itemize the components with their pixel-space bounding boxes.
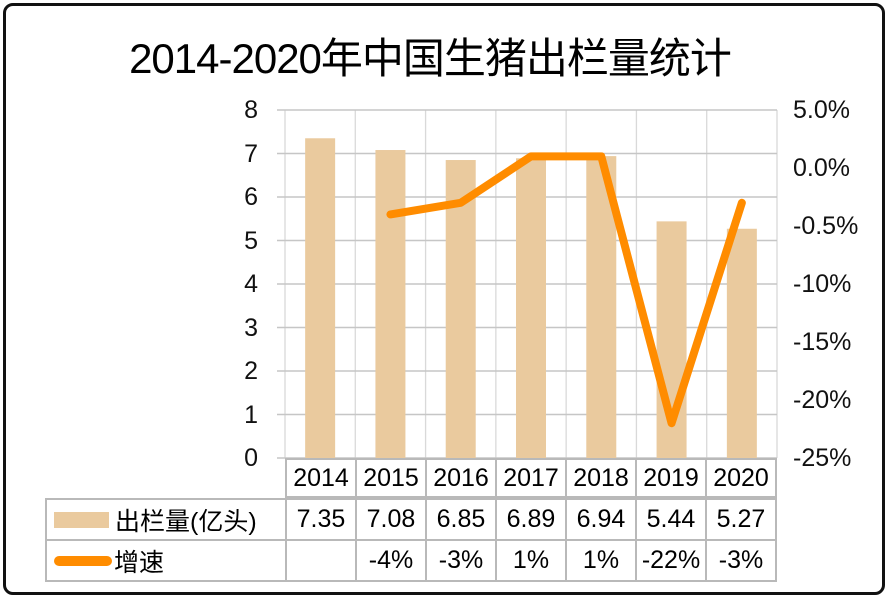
legend-cell: 增速 [47, 541, 285, 580]
value-cell: 5.27 [705, 500, 775, 539]
bar-2015 [375, 150, 406, 458]
right-axis-tick-0.0%: 0.0% [793, 154, 850, 182]
year-header-cell-2016: 2016 [425, 460, 495, 496]
value-cell: 7.35 [285, 500, 355, 539]
value-cell: 6.94 [565, 500, 635, 539]
value-cell: -22% [635, 541, 705, 580]
bar-swatch [54, 511, 109, 528]
value-cell: 6.89 [495, 500, 565, 539]
value-cell: 1% [495, 541, 565, 580]
year-header-cell-2020: 2020 [705, 460, 775, 496]
left-axis-tick-6: 6 [244, 183, 258, 211]
right-axis-tick--25%: -25% [793, 444, 852, 472]
bar-2017 [516, 158, 546, 458]
right-axis-tick--10%: -10% [793, 270, 852, 298]
left-axis-tick-1: 1 [244, 400, 258, 429]
year-header-cell-2014: 2014 [287, 460, 355, 496]
year-header-cell-2019: 2019 [635, 460, 705, 496]
table-year-header-row: 2014 2015 2016 2017 2018 2019 2020 [285, 458, 777, 498]
left-axis-tick-5: 5 [244, 226, 258, 255]
value-cell: 6.85 [425, 500, 495, 539]
line-swatch [54, 555, 112, 566]
value-cell: -3% [425, 541, 495, 580]
left-axis-tick-4: 4 [244, 270, 258, 298]
legend-cell: 出栏量(亿头) [47, 500, 285, 539]
value-cell: 1% [565, 541, 635, 580]
data-table: 出栏量(亿头) 7.35 7.08 6.85 6.89 6.94 5.44 5.27 增速 -4%… [45, 498, 777, 582]
year-header-cell-2018: 2018 [565, 460, 635, 496]
table-row: 增速 -4% -3% 1% 1% -22% -3% [47, 539, 775, 580]
value-cell: -3% [705, 541, 775, 580]
growth-line [386, 152, 746, 428]
table-row: 出栏量(亿头) 7.35 7.08 6.85 6.89 6.94 5.44 5.27 [47, 500, 775, 539]
value-cell: -4% [355, 541, 425, 580]
left-axis-tick-3: 3 [244, 313, 258, 342]
left-axis-tick-8: 8 [244, 96, 258, 124]
right-axis-tick--0.5%: -0.5% [793, 212, 859, 240]
right-axis-tick--20%: -20% [793, 386, 852, 414]
right-axis-tick-5.0%: 5.0% [793, 96, 850, 124]
bar-2020 [726, 228, 757, 458]
value-cell: 5.44 [635, 500, 705, 539]
left-axis-tick-7: 7 [244, 139, 258, 168]
right-axis-tick--15%: -15% [793, 328, 852, 356]
year-header-cell-2017: 2017 [495, 460, 565, 496]
left-axis-tick-0: 0 [244, 444, 258, 472]
chart-title: 2014-2020年中国生猪出栏量统计 [129, 35, 732, 82]
legend-label: 出栏量(亿头) [115, 507, 257, 536]
bar-2016 [445, 160, 476, 458]
year-header-cell-2015: 2015 [355, 460, 425, 496]
legend-label: 增速 [114, 548, 165, 577]
bar-2014 [305, 138, 336, 458]
value-cell: 7.08 [355, 500, 425, 539]
value-cell [285, 541, 355, 580]
left-axis-tick-2: 2 [244, 357, 258, 385]
